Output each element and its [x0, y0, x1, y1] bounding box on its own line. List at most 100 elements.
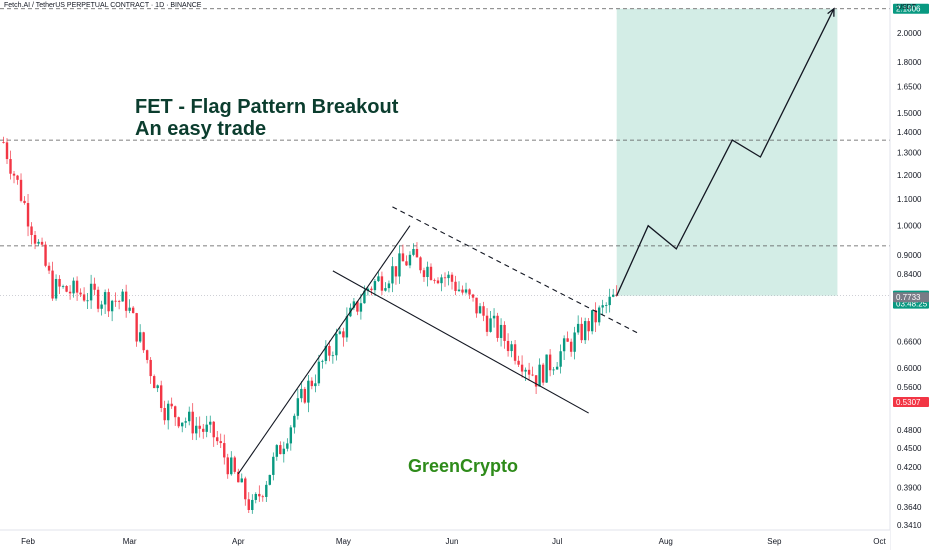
candle — [492, 308, 496, 328]
candle — [117, 299, 121, 310]
candle-body — [422, 270, 426, 278]
candle-body — [303, 388, 307, 403]
candle-body — [548, 354, 552, 371]
candle-body — [356, 301, 359, 312]
candle — [576, 315, 580, 335]
candle-body — [478, 306, 482, 314]
candle — [405, 255, 408, 266]
candle-body — [258, 493, 261, 497]
candle — [223, 434, 226, 465]
candle — [44, 241, 47, 268]
candle — [597, 305, 601, 326]
candle-body — [468, 289, 471, 295]
candle — [188, 406, 191, 426]
candle-body — [181, 422, 184, 427]
candle-body — [377, 276, 380, 282]
candle — [251, 494, 254, 514]
candle — [317, 354, 321, 387]
candle-body — [412, 248, 415, 255]
candle-body — [96, 289, 100, 309]
target-price-badge-bg — [893, 3, 929, 14]
candle-body — [188, 411, 191, 422]
candle-body — [110, 300, 114, 312]
candle — [195, 417, 198, 441]
candle — [524, 367, 527, 381]
candle — [247, 492, 250, 513]
price-tick-label: 1.2000 — [897, 171, 922, 180]
candle — [370, 286, 373, 296]
time-axis-bg — [0, 530, 890, 550]
candle-body — [429, 266, 433, 280]
flag-lower-line — [332, 270, 589, 414]
candle-body — [86, 300, 89, 302]
candle-body — [114, 300, 117, 302]
candle — [545, 354, 548, 383]
candle — [19, 173, 23, 203]
price-tick-label: 1.5000 — [897, 109, 922, 118]
price-tick-label: 0.4500 — [897, 444, 922, 453]
candle-body — [30, 226, 33, 236]
candle — [156, 384, 159, 393]
candle — [408, 251, 412, 269]
price-tick-label: 0.6600 — [897, 337, 922, 346]
candle — [485, 308, 489, 337]
candle — [230, 451, 233, 476]
candle-body — [415, 248, 419, 258]
candle — [321, 359, 324, 369]
candle-body — [426, 266, 429, 278]
candle — [216, 430, 219, 445]
candle — [531, 366, 534, 377]
candle — [566, 331, 569, 342]
candle-body — [580, 323, 583, 341]
candle-body — [583, 321, 587, 341]
candle-body — [282, 448, 286, 455]
candle-body — [82, 294, 86, 301]
candle-body — [317, 361, 321, 384]
candle — [89, 274, 93, 309]
candle-body — [380, 276, 384, 291]
candle — [103, 289, 107, 314]
candle — [307, 375, 310, 413]
candle-body — [391, 266, 394, 284]
candle-body — [419, 257, 422, 271]
candle-body — [251, 499, 254, 510]
candle — [124, 284, 128, 318]
candle — [580, 317, 583, 344]
candle-body — [58, 278, 61, 287]
candle — [226, 453, 229, 479]
candle-body — [79, 292, 82, 295]
time-tick-label: Sep — [767, 537, 782, 546]
candle-body — [520, 364, 524, 372]
candle — [611, 288, 615, 298]
candle-body — [338, 331, 342, 334]
last-price-badge-countdown: 03:48:25 — [896, 300, 928, 309]
candle — [342, 327, 345, 347]
price-tick-label: 0.3640 — [897, 503, 922, 512]
candle-body — [405, 261, 408, 266]
candle-body — [471, 294, 475, 298]
candle — [12, 170, 16, 184]
candle-body — [590, 310, 594, 332]
candle-body — [75, 280, 79, 293]
candle — [429, 263, 433, 281]
candle — [205, 415, 208, 438]
candle-body — [408, 254, 412, 266]
candle — [569, 338, 573, 357]
candle-body — [342, 331, 345, 338]
candle — [68, 285, 72, 300]
candle — [2, 136, 5, 144]
candle-body — [44, 244, 47, 266]
candle-body — [131, 307, 135, 314]
candle-body — [461, 289, 464, 293]
stop-price-badge: 0.5307 — [896, 398, 921, 407]
time-tick-label: Oct — [873, 537, 886, 546]
flag-upper-line — [392, 206, 638, 334]
candle-body — [464, 289, 468, 293]
candle-body — [195, 425, 198, 434]
candle — [475, 297, 478, 318]
candle — [555, 361, 559, 370]
candle-body — [152, 376, 156, 389]
candle-body — [198, 425, 201, 429]
